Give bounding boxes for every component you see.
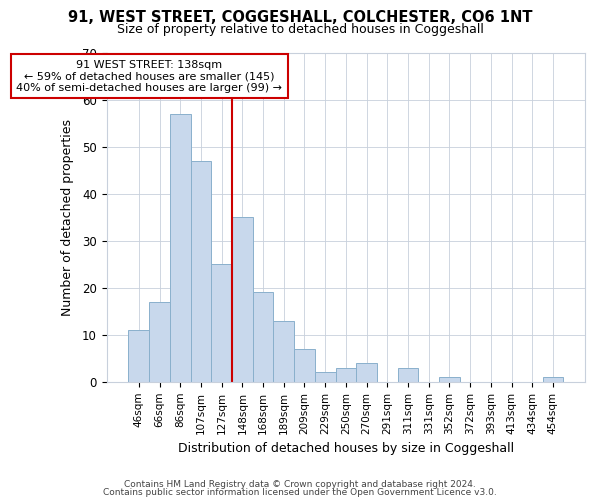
Bar xyxy=(170,114,191,382)
Text: 91 WEST STREET: 138sqm
← 59% of detached houses are smaller (145)
40% of semi-de: 91 WEST STREET: 138sqm ← 59% of detached… xyxy=(16,60,282,93)
Bar xyxy=(211,264,232,382)
Bar xyxy=(439,377,460,382)
Bar xyxy=(191,160,211,382)
Bar xyxy=(149,302,170,382)
Bar xyxy=(128,330,149,382)
Bar xyxy=(356,363,377,382)
X-axis label: Distribution of detached houses by size in Coggeshall: Distribution of detached houses by size … xyxy=(178,442,514,455)
Text: 91, WEST STREET, COGGESHALL, COLCHESTER, CO6 1NT: 91, WEST STREET, COGGESHALL, COLCHESTER,… xyxy=(68,10,532,25)
Y-axis label: Number of detached properties: Number of detached properties xyxy=(61,118,74,316)
Text: Size of property relative to detached houses in Coggeshall: Size of property relative to detached ho… xyxy=(116,22,484,36)
Bar xyxy=(335,368,356,382)
Bar xyxy=(232,217,253,382)
Text: Contains HM Land Registry data © Crown copyright and database right 2024.: Contains HM Land Registry data © Crown c… xyxy=(124,480,476,489)
Bar xyxy=(315,372,335,382)
Bar xyxy=(542,377,563,382)
Bar xyxy=(294,349,315,382)
Text: Contains public sector information licensed under the Open Government Licence v3: Contains public sector information licen… xyxy=(103,488,497,497)
Bar xyxy=(274,320,294,382)
Bar xyxy=(398,368,418,382)
Bar xyxy=(253,292,274,382)
